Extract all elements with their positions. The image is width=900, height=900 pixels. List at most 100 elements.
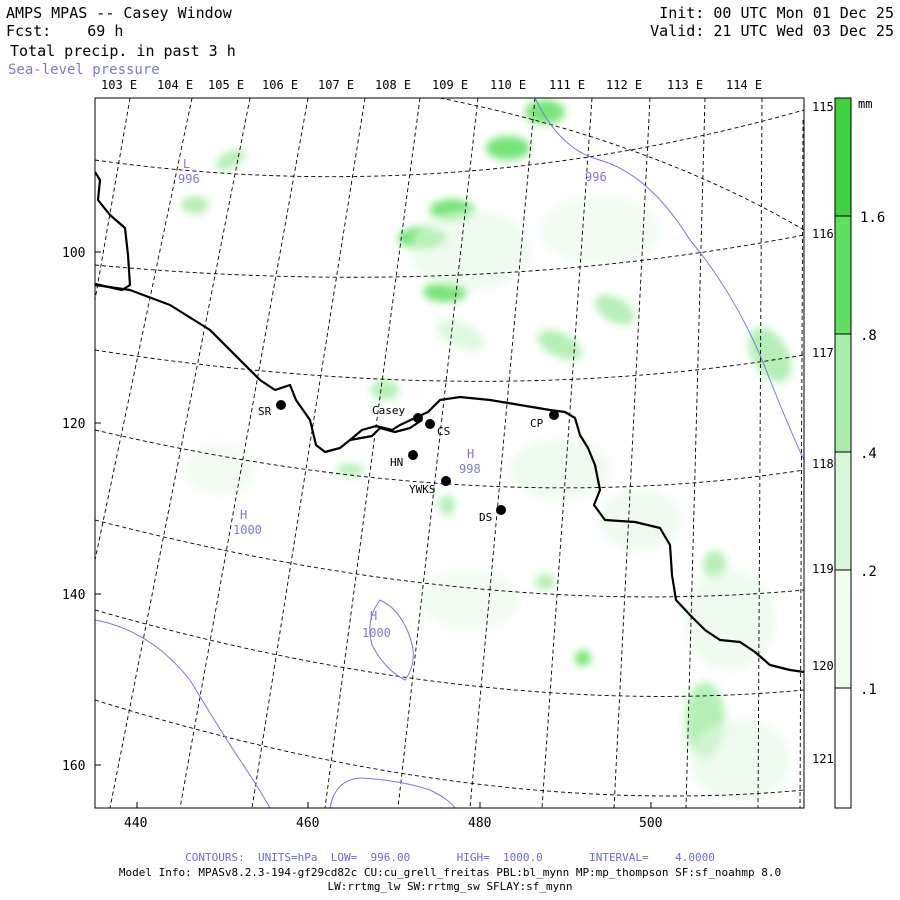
precip-blob: [181, 196, 209, 214]
lon-label: 106 E: [262, 78, 298, 92]
station-dot-ywks: [441, 476, 451, 486]
lon-label: 103 E: [101, 78, 137, 92]
lon-label: 111 E: [549, 78, 585, 92]
colorbar-label: .1: [860, 682, 877, 698]
precip-blob: [748, 327, 792, 383]
lon-top-labels: 103 E 104 E 105 E 106 E 107 E 108 E 109 …: [101, 78, 762, 92]
y-tick-label: 160: [62, 759, 85, 774]
precip-light: [410, 210, 530, 290]
precip-light: [685, 570, 775, 670]
precip-blob: [439, 495, 455, 515]
lon-label: 112 E: [606, 78, 642, 92]
y-tick-label: 100: [62, 246, 85, 261]
slp-contour-996: [534, 98, 804, 461]
station-dot-ds: [496, 505, 506, 515]
meridian: [799, 119, 804, 808]
slp-contour-1000-south: [369, 599, 414, 681]
lon-label: 108 E: [375, 78, 411, 92]
precip-blob: [215, 149, 245, 171]
precip-blob: [595, 294, 635, 326]
map-title: AMPS MPAS -- Casey Window: [6, 4, 232, 22]
slp-value: 1000: [362, 626, 391, 640]
valid-time: Valid: 21 UTC Wed 03 Dec 25: [650, 22, 894, 40]
precip-blob: [535, 574, 555, 590]
meridian: [251, 98, 366, 808]
parallel: [95, 609, 804, 697]
lat-lon-graticule: [95, 98, 804, 808]
lon-label: 107 E: [318, 78, 354, 92]
lon-label: 114 E: [726, 78, 762, 92]
lon-label: 104 E: [157, 78, 193, 92]
y-tick-label: 120: [62, 417, 85, 432]
x-tick-label: 480: [468, 816, 491, 831]
station-dot-sr: [276, 400, 286, 410]
precip-blob: [575, 650, 591, 666]
station-dot-cs: [425, 419, 435, 429]
station-labels: SR Casey CS CP HN YWKS DS: [258, 404, 544, 524]
precip-light: [420, 570, 520, 630]
slp-letter: H: [370, 609, 377, 623]
precip-field: [181, 100, 792, 800]
station-label: CS: [437, 425, 450, 438]
model-info: Model Info: MPASv8.2.3-194-gf29cd82c CU:…: [118, 866, 782, 879]
slp-contour-1000-west: [95, 619, 271, 808]
axis-ticks: [95, 251, 652, 808]
coastline-main: [95, 283, 804, 674]
colorbar-labels: mm 1.6 .8 .4 .2 .1: [858, 97, 885, 698]
lon-label: 109 E: [432, 78, 468, 92]
precip-blob: [336, 464, 364, 476]
precip-blob: [371, 380, 399, 400]
slp-letter: H: [240, 508, 247, 522]
parallel: [95, 109, 804, 178]
station-label: SR: [258, 405, 272, 418]
meridian: [685, 98, 706, 808]
field-name: Total precip. in past 3 h: [10, 42, 236, 60]
meridian: [95, 98, 131, 301]
slp-value: 996: [178, 172, 200, 186]
parallel: [95, 349, 804, 382]
precip-blob: [435, 319, 485, 351]
colorbar-segment: [835, 570, 851, 688]
meridian: [397, 98, 479, 808]
coastline-inlet: [349, 419, 423, 442]
precip-light: [690, 720, 790, 800]
slp-value: 1000: [233, 523, 262, 537]
slp-value: 998: [459, 462, 481, 476]
x-tick-label: 500: [639, 816, 662, 831]
meridian: [757, 98, 763, 808]
forecast-hour: Fcst: 69 h: [6, 22, 124, 40]
slp-letter: H: [467, 447, 474, 461]
station-label: HN: [390, 456, 403, 469]
y-tick-label: 140: [62, 588, 85, 603]
meridian: [95, 98, 193, 561]
model-info-physics: LW:rrtmg_lw SW:rrtmg_sw SFLAY:sf_mynn: [327, 880, 573, 893]
contour-info: CONTOURS: UNITS=hPa LOW= 996.00 HIGH= 10…: [185, 851, 715, 864]
colorbar-segment: [835, 98, 851, 216]
parallel: [95, 429, 804, 489]
colorbar-label: .4: [860, 446, 877, 462]
station-label: Casey: [372, 404, 405, 417]
parallel: [95, 699, 804, 797]
x-tick-label: 440: [124, 816, 147, 831]
x-tick-labels: 440 460 480 500: [124, 816, 662, 831]
colorbar: [834, 97, 852, 809]
colorbar-label: 1.6: [860, 210, 885, 226]
x-tick-label: 460: [296, 816, 319, 831]
station-markers: [276, 400, 559, 515]
colorbar-frame: [834, 97, 852, 809]
meridian: [324, 98, 421, 808]
station-label: DS: [479, 511, 492, 524]
station-label: CP: [530, 417, 544, 430]
lon-label: 113 E: [667, 78, 703, 92]
slp-value: 996: [585, 170, 607, 184]
colorbar-segment: [835, 216, 851, 334]
parallel: [95, 234, 804, 278]
station-label: YWKS: [409, 483, 436, 496]
slp-labels: L 996 996 H 998 H 1000 H 1000: [178, 157, 607, 640]
colorbar-unit: mm: [858, 97, 872, 111]
station-dot-cp: [549, 410, 559, 420]
meridian: [179, 98, 309, 808]
precip-blob: [486, 136, 530, 160]
colorbar-segment: [835, 688, 851, 808]
